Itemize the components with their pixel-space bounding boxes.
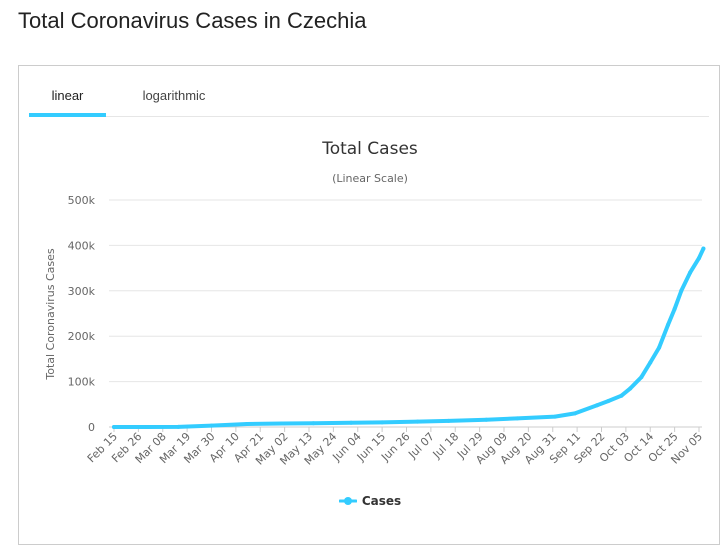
chart-subtitle: (Linear Scale): [332, 172, 408, 185]
data-point[interactable]: [311, 421, 316, 426]
data-point[interactable]: [145, 425, 150, 429]
data-point[interactable]: [380, 420, 385, 425]
grid-lines: [109, 199, 702, 428]
series-line: [112, 246, 706, 429]
tab-linear[interactable]: linear: [29, 66, 106, 117]
data-point[interactable]: [666, 322, 670, 327]
series-cases: [112, 246, 706, 429]
data-point[interactable]: [639, 375, 644, 380]
data-point[interactable]: [209, 423, 214, 428]
data-point[interactable]: [484, 417, 489, 422]
data-point[interactable]: [572, 411, 577, 416]
data-point[interactable]: [657, 345, 662, 350]
data-point[interactable]: [606, 399, 611, 404]
legend: Cases: [19, 491, 721, 510]
chart-panel: linear logarithmic Total Cases (Linear S…: [18, 65, 720, 545]
data-point[interactable]: [672, 307, 677, 311]
data-point[interactable]: [112, 425, 116, 429]
y-tick-label: 0: [88, 421, 95, 434]
data-point[interactable]: [515, 416, 520, 421]
data-point[interactable]: [648, 360, 653, 365]
data-point[interactable]: [415, 419, 420, 424]
data-point[interactable]: [553, 414, 557, 419]
data-point[interactable]: [619, 393, 624, 398]
tab-linear-label: linear: [51, 88, 84, 103]
y-tick-label: 400k: [68, 239, 96, 252]
data-point[interactable]: [688, 270, 693, 275]
data-point[interactable]: [628, 386, 633, 391]
y-tick-label: 500k: [68, 194, 96, 207]
chart-title: Total Cases: [321, 139, 418, 159]
legend-label: Cases: [361, 494, 402, 508]
data-point[interactable]: [280, 421, 285, 426]
x-tick-label: Jul 18: [430, 430, 462, 462]
cases-chart: Total Cases (Linear Scale) 0 100k 200k 300k…: [44, 139, 706, 468]
tab-active-indicator: [29, 113, 106, 117]
y-tick-label: 300k: [68, 285, 96, 298]
y-tick-label: 100k: [68, 376, 96, 389]
legend-symbol: [338, 497, 357, 505]
data-point[interactable]: [349, 420, 354, 425]
y-axis: 0 100k 200k 300k 400k 500k: [68, 194, 96, 434]
x-tick-label: Jul 07: [405, 430, 437, 462]
legend-item-cases[interactable]: Cases: [338, 494, 402, 508]
data-point[interactable]: [701, 246, 706, 251]
data-point[interactable]: [697, 256, 701, 261]
tab-logarithmic-label: logarithmic: [142, 88, 206, 103]
data-point[interactable]: [176, 424, 181, 429]
data-point[interactable]: [446, 418, 451, 423]
tab-logarithmic[interactable]: logarithmic: [124, 66, 224, 116]
y-axis-label: Total Coronavirus Cases: [44, 248, 57, 381]
scale-tabs: linear logarithmic: [29, 66, 709, 117]
page-title: Total Coronavirus Cases in Czechia: [18, 8, 367, 33]
data-point[interactable]: [679, 288, 684, 293]
data-point[interactable]: [245, 422, 249, 426]
data-point[interactable]: [595, 403, 600, 408]
y-tick-label: 200k: [68, 330, 96, 343]
